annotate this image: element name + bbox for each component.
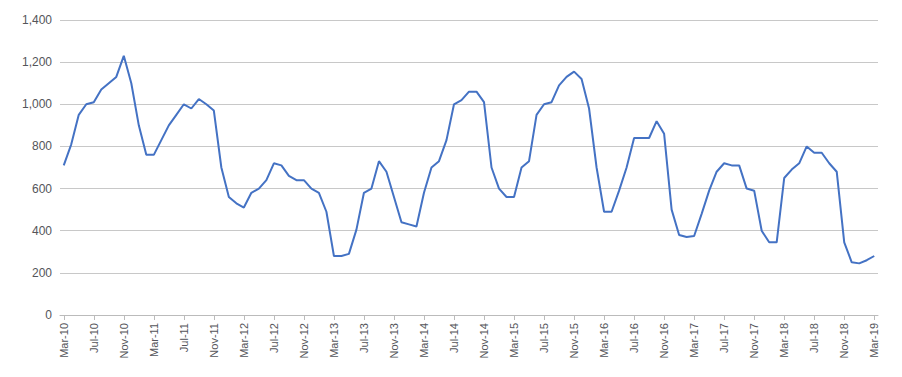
svg-text:Nov-12: Nov-12	[298, 323, 310, 358]
svg-text:Jul-14: Jul-14	[448, 323, 460, 353]
svg-text:Jul-10: Jul-10	[88, 323, 100, 353]
svg-text:Jul-11: Jul-11	[178, 323, 190, 352]
svg-text:400: 400	[32, 224, 52, 238]
svg-text:Mar-10: Mar-10	[58, 323, 70, 358]
svg-text:Mar-15: Mar-15	[508, 323, 520, 358]
svg-text:800: 800	[32, 139, 52, 153]
svg-text:Jul-16: Jul-16	[628, 323, 640, 353]
svg-text:Nov-14: Nov-14	[478, 323, 490, 358]
svg-text:1,000: 1,000	[22, 97, 52, 111]
svg-text:Mar-11: Mar-11	[148, 323, 160, 357]
svg-text:Jul-13: Jul-13	[358, 323, 370, 353]
svg-text:Jul-17: Jul-17	[718, 323, 730, 353]
svg-text:Mar-18: Mar-18	[778, 323, 790, 358]
svg-text:Mar-16: Mar-16	[598, 323, 610, 358]
svg-text:Nov-10: Nov-10	[118, 323, 130, 358]
svg-text:600: 600	[32, 182, 52, 196]
svg-text:Mar-12: Mar-12	[238, 323, 250, 358]
svg-text:Jul-15: Jul-15	[538, 323, 550, 353]
svg-text:1,200: 1,200	[22, 55, 52, 69]
svg-text:Jul-12: Jul-12	[268, 323, 280, 353]
svg-text:Nov-16: Nov-16	[658, 323, 670, 358]
svg-text:Nov-11: Nov-11	[208, 323, 220, 358]
svg-text:Nov-17: Nov-17	[748, 323, 760, 358]
svg-text:Mar-13: Mar-13	[328, 323, 340, 358]
svg-text:Jul-18: Jul-18	[808, 323, 820, 353]
svg-text:200: 200	[32, 266, 52, 280]
svg-text:0: 0	[45, 308, 52, 322]
svg-text:Mar-14: Mar-14	[418, 323, 430, 358]
svg-text:Nov-13: Nov-13	[388, 323, 400, 358]
svg-text:1,400: 1,400	[22, 13, 52, 27]
svg-text:Mar-17: Mar-17	[688, 323, 700, 358]
svg-text:Nov-15: Nov-15	[568, 323, 580, 358]
svg-text:Mar-19: Mar-19	[868, 323, 880, 358]
svg-text:Nov-18: Nov-18	[838, 323, 850, 358]
